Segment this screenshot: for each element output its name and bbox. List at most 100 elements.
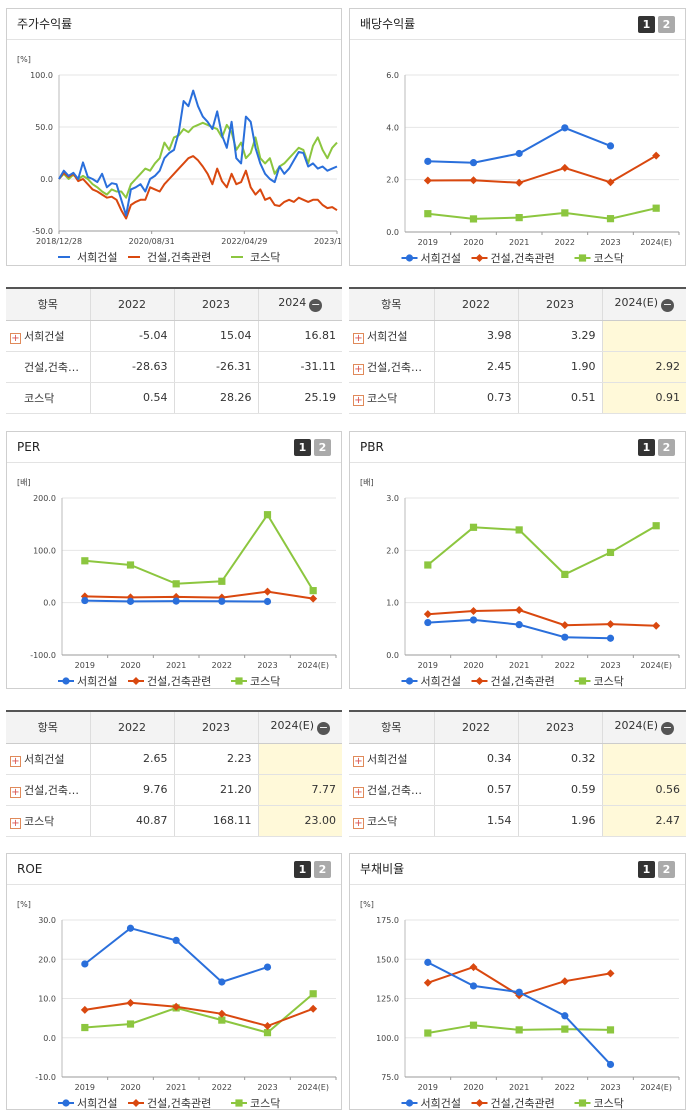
column-header: 2023 [518, 287, 603, 321]
row-label[interactable]: + 코스닥 [6, 805, 91, 837]
data-point [126, 924, 135, 932]
table-row: + 건설,건축… 9.76 21.20 7.77 [6, 774, 342, 806]
series-line [84, 590, 314, 600]
data-point [560, 621, 569, 630]
data-point [172, 592, 181, 601]
table-row: + 서희건설 -5.04 15.04 16.81 [6, 320, 342, 352]
data-point [81, 1023, 89, 1032]
data-point [424, 958, 432, 966]
x-tick-label: 2022 [555, 1083, 575, 1092]
page-2-button[interactable]: 2 [314, 439, 331, 456]
y-tick-label: 0.0 [40, 175, 53, 184]
data-point [561, 633, 569, 641]
row-label[interactable]: + 건설,건축… [349, 774, 435, 806]
row-label: 코스닥 [6, 382, 91, 414]
table-row: + 코스닥 1.54 1.96 2.47 [349, 805, 686, 837]
data-point [560, 977, 569, 986]
row-label[interactable]: + 건설,건축… [6, 774, 91, 806]
x-tick-label: 2020 [120, 661, 140, 670]
page-1-button[interactable]: 1 [638, 16, 655, 33]
series-line [84, 927, 268, 984]
expand-icon[interactable]: + [10, 786, 21, 798]
table-row: + 서희건설 0.34 0.32 [349, 743, 686, 775]
expand-icon[interactable]: + [353, 394, 364, 406]
legend-label: 서희건설 [77, 675, 117, 688]
data-point [652, 522, 660, 530]
column-header: 2022 [434, 710, 519, 744]
table-cell: 168.11 [174, 805, 259, 837]
data-point [475, 254, 484, 262]
y-tick-label: 200.0 [33, 494, 56, 503]
axis-unit-label: [%] [17, 900, 31, 909]
legend-label: 건설,건축관련 [147, 251, 211, 264]
page-1-button[interactable]: 1 [638, 861, 655, 878]
page-2-button[interactable]: 2 [658, 439, 675, 456]
expand-icon[interactable]: + [10, 755, 21, 767]
page-2-button[interactable]: 2 [314, 861, 331, 878]
axis-unit-label: [%] [360, 900, 374, 909]
page-2-button[interactable]: 2 [658, 861, 675, 878]
column-header: 2024(E) − [258, 710, 342, 744]
row-label[interactable]: + 서희건설 [349, 743, 435, 775]
page-2-button[interactable]: 2 [658, 16, 675, 33]
column-header: 항목 [6, 287, 91, 321]
legend-label: 코스닥 [250, 1097, 280, 1110]
page-1-button[interactable]: 1 [294, 861, 311, 878]
row-label[interactable]: + 코스닥 [349, 382, 435, 414]
x-tick-label: 2024(E) [297, 661, 329, 670]
collapse-icon[interactable]: − [661, 721, 675, 736]
data-point [561, 1012, 569, 1020]
data-point [606, 620, 615, 629]
legend-label: 서희건설 [421, 252, 461, 265]
y-tick-label: 3.0 [386, 494, 399, 503]
data-point [309, 990, 317, 998]
table-cell: -31.11 [258, 351, 342, 383]
x-tick-label: 2021 [509, 238, 529, 247]
row-label[interactable]: + 건설,건축… [349, 351, 435, 383]
data-point [218, 597, 226, 605]
table-cell: 0.34 [434, 743, 519, 775]
top-strip [220, 0, 640, 3]
collapse-icon[interactable]: − [661, 298, 675, 313]
y-tick-label: 75.0 [381, 1073, 399, 1082]
expand-icon[interactable]: + [353, 786, 364, 798]
expand-icon[interactable]: + [353, 332, 364, 344]
legend-label: 건설,건축관련 [491, 675, 555, 688]
data-point [469, 1021, 478, 1029]
x-tick-label: 2020 [463, 238, 483, 247]
legend-label: 코스닥 [594, 675, 624, 688]
data-point [126, 597, 135, 605]
expand-icon[interactable]: + [353, 363, 364, 375]
dividend-chart: 6.0 4.0 2.0 0.0 2019 2020 2021 2022 2023 2024(E) 서… [386, 71, 680, 265]
data-point [606, 548, 615, 557]
table-cell: 0.73 [434, 382, 519, 414]
axis-unit-label: [%] [17, 55, 31, 64]
expand-icon[interactable]: + [353, 755, 364, 767]
x-tick-label: 2021 [509, 661, 529, 670]
y-tick-label: -50.0 [32, 227, 53, 236]
page-1-button[interactable]: 1 [638, 439, 655, 456]
data-point [423, 176, 432, 185]
page-1-button[interactable]: 1 [294, 439, 311, 456]
pbr-panel: PBR 1 2 [배] 3.0 2.0 1.0 0.0 2019 2020 2021 2022 2… [349, 431, 686, 689]
y-tick-label: 50.0 [35, 123, 53, 132]
data-point [423, 978, 432, 987]
row-label[interactable]: + 서희건설 [6, 743, 91, 775]
expand-icon[interactable]: + [10, 332, 21, 344]
panel-title: PBR [360, 440, 384, 454]
row-label[interactable]: + 서희건설 [6, 320, 91, 352]
expand-icon[interactable]: + [353, 817, 364, 829]
collapse-icon[interactable]: − [309, 298, 323, 313]
y-tick-label: 0.0 [386, 228, 399, 237]
data-point [81, 596, 89, 605]
row-label[interactable]: + 서희건설 [349, 320, 435, 352]
data-point [515, 214, 523, 222]
x-tick-label: 2019 [418, 661, 438, 670]
expand-icon[interactable]: + [10, 817, 21, 829]
legend-label: 코스닥 [594, 252, 624, 265]
collapse-icon[interactable]: − [317, 721, 331, 736]
row-label[interactable]: + 코스닥 [349, 805, 435, 837]
panel-header: ROE 1 2 [7, 854, 341, 885]
y-tick-label: 4.0 [386, 123, 399, 132]
